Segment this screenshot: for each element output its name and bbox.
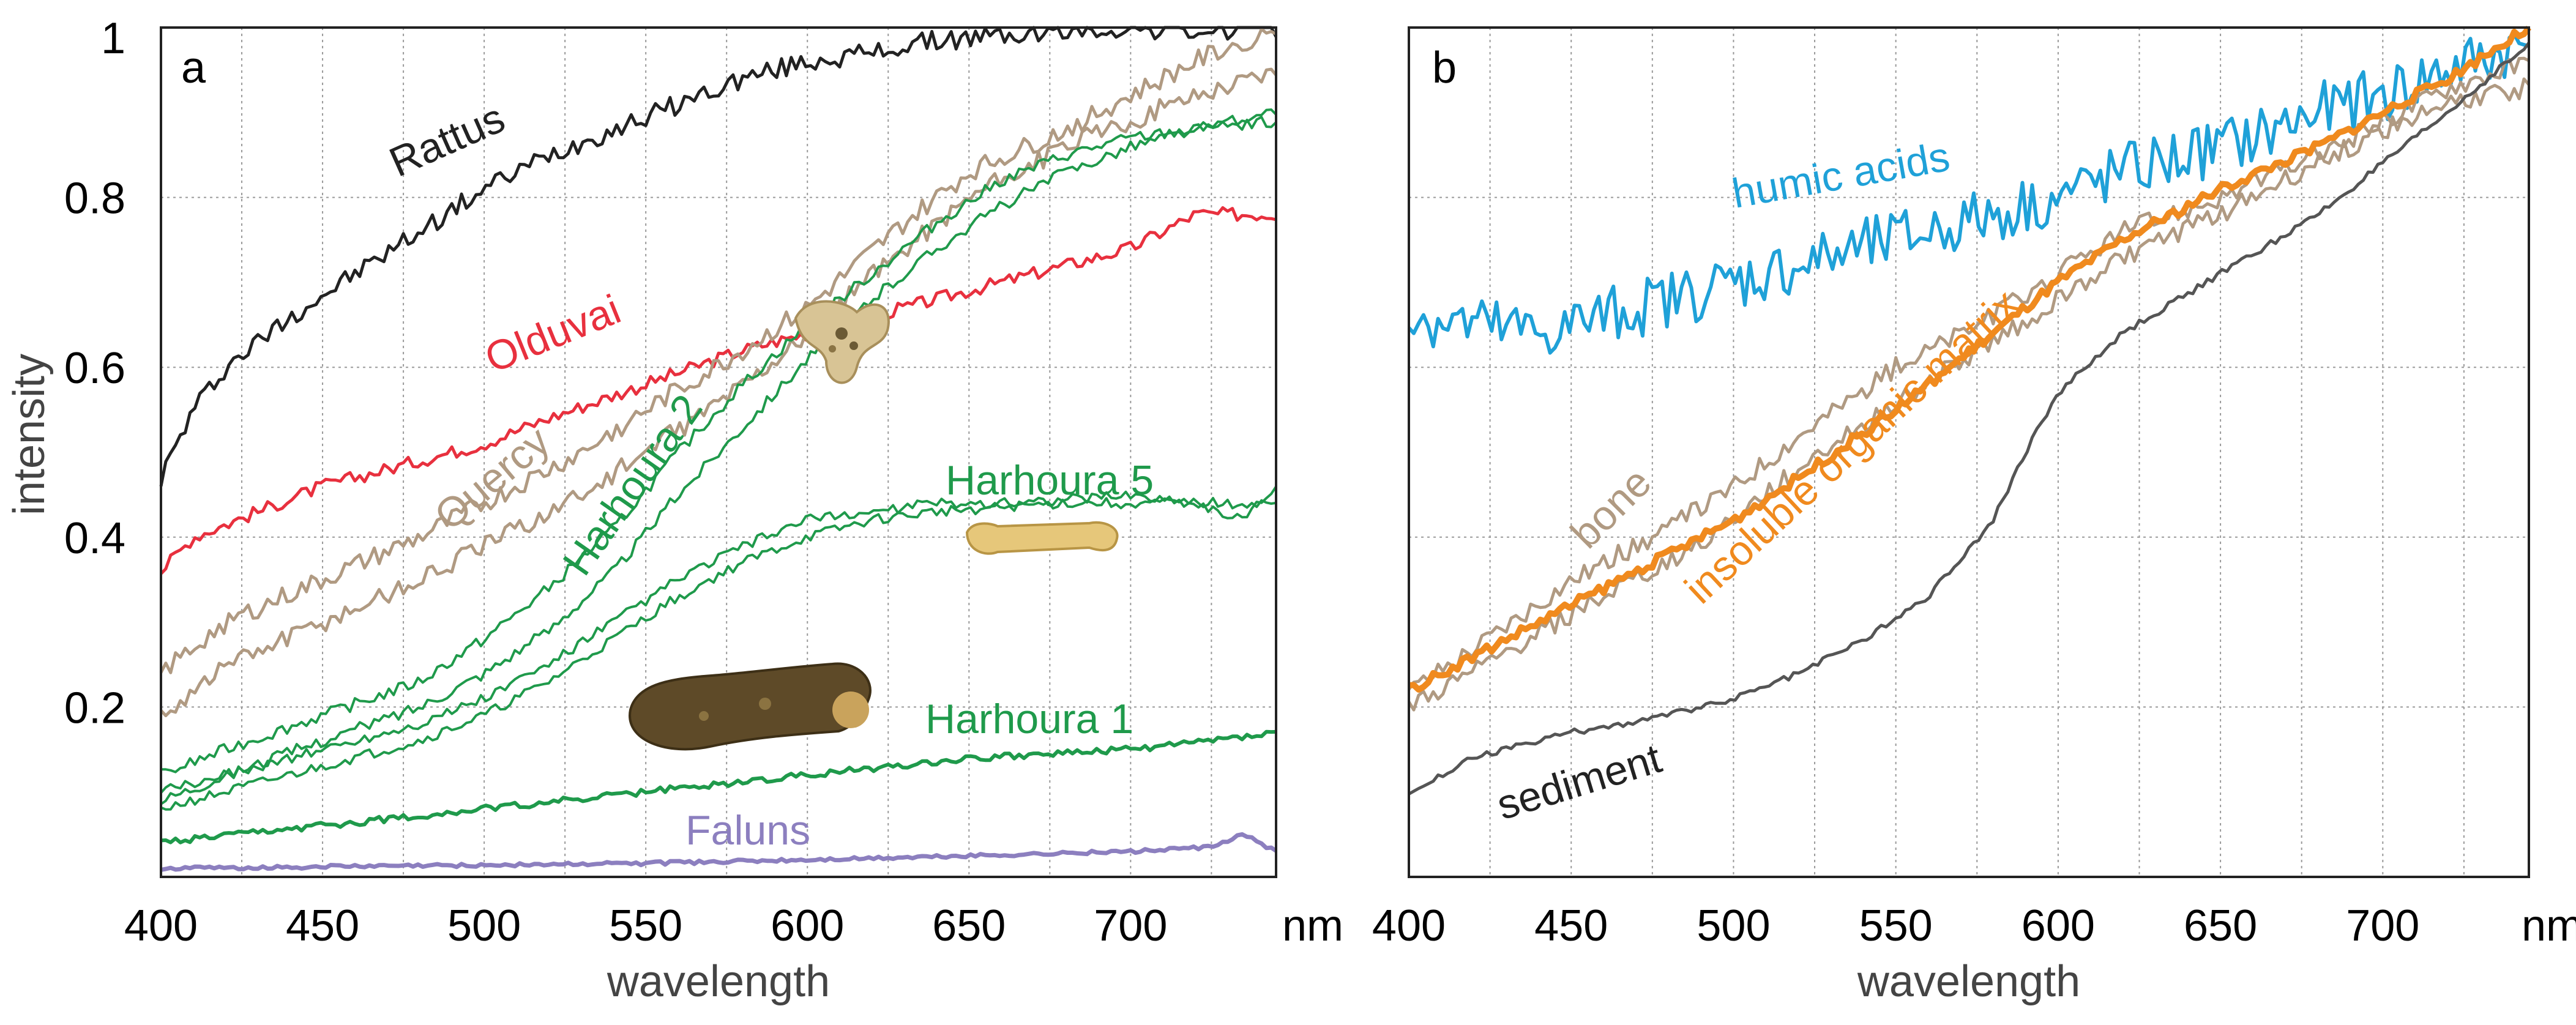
x-tick-label: 450 [286,901,359,950]
panel-b-x-axis-label: wavelength [1857,957,2080,1006]
x-tick-label: 700 [2346,901,2419,950]
olduvai-bone-photo [794,300,890,384]
x-tick-label: 650 [932,901,1006,950]
b-series-sediment [1408,42,2531,796]
panel-a-y-axis-label: intensity [5,354,54,515]
a-series-harhoura-2 [161,108,1277,773]
x-tick-label: 650 [2184,901,2257,950]
x-tick-label: 700 [1094,901,1167,950]
a-series-rattus [159,26,1278,487]
x-tick-label: 600 [771,901,844,950]
harhoura1-bone-photo [629,662,872,751]
harhoura5-bone-photo [965,521,1119,555]
a-series-faluns [160,832,1277,872]
y-tick-label: 1 [101,14,125,63]
y-tick-label: 0.4 [64,514,125,563]
x-tick-label: 500 [447,901,521,950]
b-series-bone-2 [1407,77,2530,712]
x-tick-label: 550 [609,901,682,950]
x-tick-label: 500 [1697,901,1770,950]
y-tick-label: 0.2 [64,684,125,732]
panel-b-frame [1408,26,2530,878]
label-harhoura-5: Harhoura 5 [946,457,1154,504]
panel-a-x-axis-label: wavelength [607,957,830,1006]
a-series-harhoura-1 [160,729,1277,844]
x-tick-label: 450 [1534,901,1608,950]
x-tick-label: 550 [1859,901,1933,950]
panel-a-x-tick-labels: 400 450 500 550 600 650 700 [124,901,1167,950]
b-series-insoluble-organic-matrix [1408,26,2532,693]
panel-a-grid [161,27,1276,877]
y-tick-label: 0.8 [64,174,125,223]
panel-a-letter: a [181,43,206,92]
a-series-quercy-2 [160,67,1277,717]
x-tick-label: 400 [1372,901,1446,950]
a-series-harhoura-5-b [160,497,1277,811]
panel-a-y-tick-labels: 0.2 0.4 0.6 0.8 1 [64,14,125,732]
panel-a-x-unit: nm [1282,901,1343,950]
a-series-harhoura-2-b [160,116,1277,805]
y-tick-label: 0.6 [64,344,125,393]
label-faluns: Faluns [685,807,810,854]
label-harhoura-1: Harhoura 1 [925,696,1133,742]
x-tick-label: 400 [124,901,198,950]
panel-b-letter: b [1432,43,1457,92]
x-tick-label: 600 [2022,901,2095,950]
panel-b-series [1407,26,2532,796]
panel-a-series [159,26,1278,872]
a-series-harhoura-5 [160,486,1277,794]
panel-b-x-tick-labels: 400 450 500 550 600 650 700 [1372,901,2419,950]
b-series-humic-acids [1407,32,2529,355]
panel-b-x-unit: nm [2522,901,2576,950]
a-series-olduvai [160,206,1277,575]
a-series-quercy [159,28,1277,674]
panel-a-frame [160,26,1277,878]
